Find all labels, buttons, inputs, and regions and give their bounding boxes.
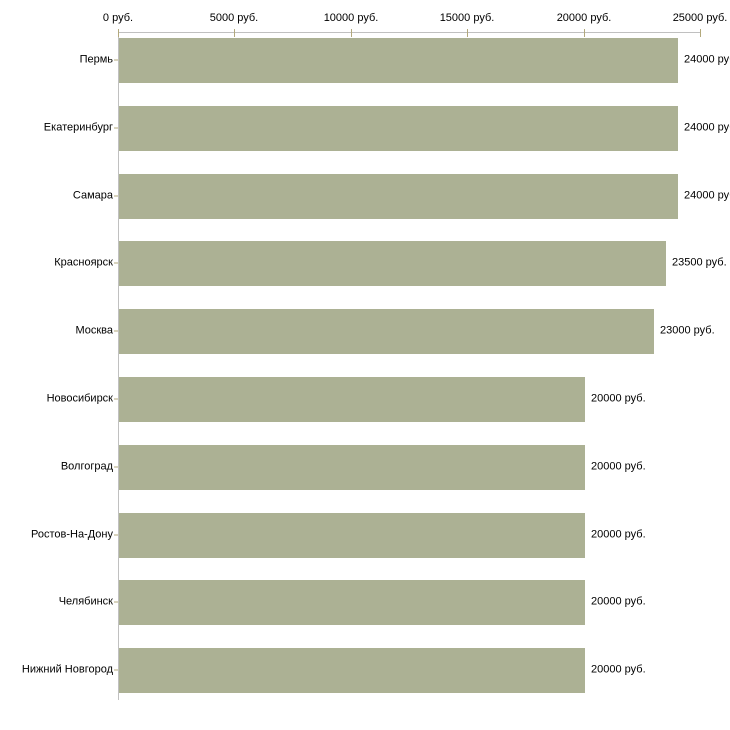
value-label: 24000 руб. [684,189,730,202]
y-tick-mark [114,330,118,332]
category-label: Екатеринбург [43,121,113,134]
y-tick-mark [114,601,118,603]
y-axis-line [118,32,119,700]
bar [119,309,654,354]
category-label: Самара [72,189,113,202]
y-tick-mark [114,669,118,671]
y-tick-mark [114,534,118,536]
y-tick-mark [114,466,118,468]
y-tick-mark [114,127,118,129]
x-tick-label: 20000 руб. [556,12,612,24]
category-label: Москва [75,324,113,337]
value-label: 20000 руб. [591,528,646,541]
category-label: Волгоград [60,460,113,473]
bar [119,377,585,422]
bar [119,648,585,693]
value-label: 24000 руб. [684,53,730,66]
value-label: 20000 руб. [591,595,646,608]
x-tick-mark [467,29,468,37]
x-tick-mark [700,29,701,37]
x-tick-label: 15000 руб. [439,12,495,24]
x-tick-mark [584,29,585,37]
bar [119,513,585,558]
value-label: 23000 руб. [660,324,715,337]
category-label: Пермь [79,53,113,66]
category-label: Новосибирск [46,392,113,405]
value-label: 20000 руб. [591,663,646,676]
y-tick-mark [114,59,118,61]
value-label: 20000 руб. [591,392,646,405]
y-tick-mark [114,398,118,400]
category-label: Нижний Новгород [21,663,113,676]
x-tick-label: 25000 руб. [672,12,728,24]
x-axis-line [118,32,701,33]
x-tick-mark [234,29,235,37]
x-tick-label: 0 руб. [102,12,134,24]
category-label: Красноярск [54,256,113,269]
y-tick-mark [114,262,118,264]
x-tick-mark [351,29,352,37]
x-tick-label: 10000 руб. [323,12,379,24]
bar [119,106,678,151]
category-label: Ростов-На-Дону [30,528,113,541]
value-label: 20000 руб. [591,460,646,473]
category-label: Челябинск [58,595,113,608]
x-tick-label: 5000 руб. [209,12,259,24]
bar [119,241,666,286]
x-tick-mark [118,29,119,37]
y-tick-mark [114,195,118,197]
bar [119,445,585,490]
bar [119,580,585,625]
bar [119,38,678,83]
bar [119,174,678,219]
value-label: 24000 руб. [684,121,730,134]
value-label: 23500 руб. [672,256,727,269]
